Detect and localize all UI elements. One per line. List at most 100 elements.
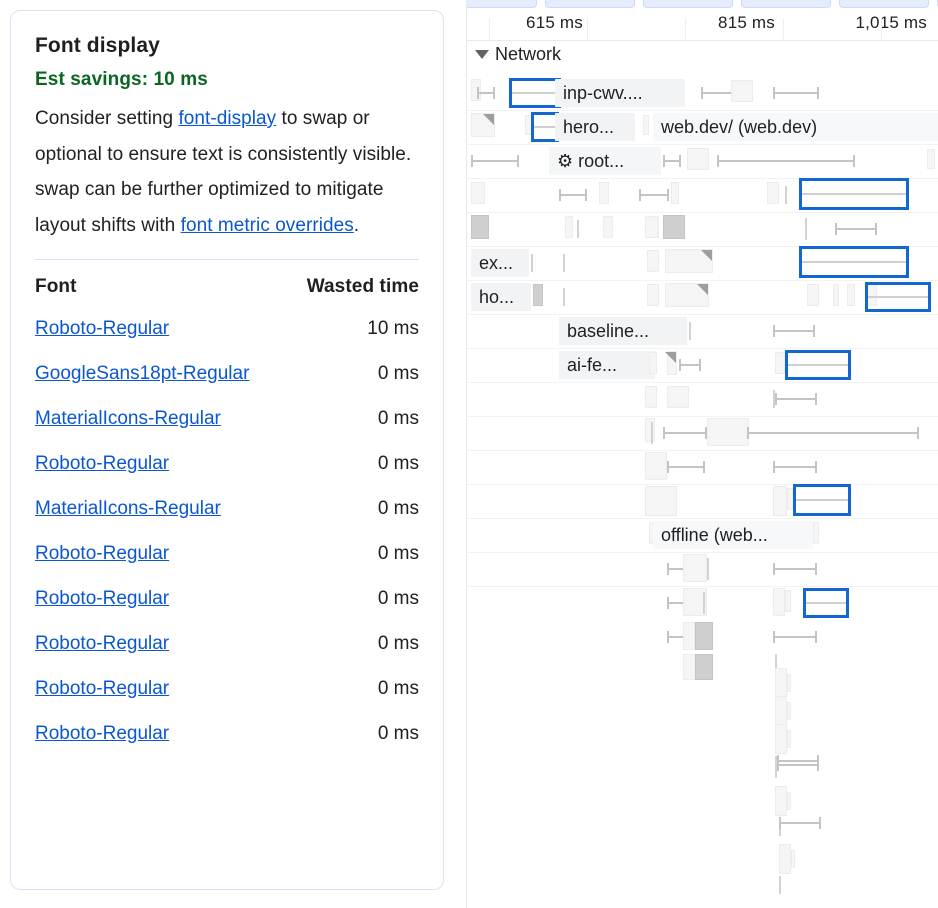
timeline-event-bar[interactable]: [647, 250, 659, 272]
table-row[interactable]: [467, 620, 938, 654]
table-row[interactable]: [467, 416, 938, 451]
timeline-event-bar[interactable]: [847, 284, 855, 306]
timeline-event-bar[interactable]: [667, 386, 689, 408]
table-row[interactable]: [467, 450, 938, 485]
timeline-event-label[interactable]: ho...: [471, 283, 531, 311]
timeline-event-bar[interactable]: [647, 284, 659, 306]
selected-event-highlight[interactable]: [785, 350, 851, 380]
table-row[interactable]: [467, 722, 938, 774]
network-rows-container[interactable]: inp-cwv.... hero... web.dev/ (web.dev) ⚙ ro…: [467, 76, 938, 908]
table-row[interactable]: [467, 790, 938, 836]
timeline-event-bar[interactable]: [663, 215, 685, 239]
timeline-event-bar[interactable]: [787, 702, 791, 720]
filmstrip-thumbnail[interactable]: [741, 0, 831, 8]
table-row[interactable]: ai-fe...: [467, 348, 938, 383]
table-row[interactable]: [467, 552, 938, 587]
timeline-event-bar[interactable]: [649, 352, 657, 374]
timeline-event-bar[interactable]: [695, 654, 713, 680]
timeline-event-bar[interactable]: [645, 452, 667, 480]
timeline-event-bar[interactable]: [775, 352, 785, 374]
timeline-event-bar[interactable]: [731, 80, 753, 102]
timeline-event-bar[interactable]: [787, 730, 791, 748]
timeline-event-bar[interactable]: [603, 216, 613, 238]
timeline-event-bar[interactable]: [645, 486, 677, 516]
timeline-event-bar[interactable]: [643, 115, 649, 135]
filmstrip-thumbnail[interactable]: [545, 0, 635, 8]
timeline-event-bar[interactable]: [471, 215, 489, 239]
selected-event-highlight[interactable]: [799, 246, 909, 278]
timeline-event-label[interactable]: baseline...: [559, 317, 687, 345]
timeline-event-bar[interactable]: [787, 792, 791, 810]
timeline-event-label[interactable]: offline (web...: [653, 521, 813, 549]
selected-event-highlight[interactable]: [509, 78, 561, 108]
timeline-event-bar[interactable]: [683, 554, 707, 582]
table-row[interactable]: [467, 212, 938, 247]
timeline-event-bar[interactable]: [773, 588, 785, 616]
timeline-event-bar[interactable]: [813, 522, 819, 544]
timeline-event-bar[interactable]: [599, 182, 609, 204]
timeline-event-bar[interactable]: [787, 674, 791, 692]
table-row[interactable]: ⚙ root...: [467, 144, 938, 179]
filmstrip-thumbnail[interactable]: [467, 0, 537, 8]
timeline-event-bar[interactable]: [807, 284, 819, 306]
filmstrip-thumbnail[interactable]: [643, 0, 733, 8]
timeline-event-bar[interactable]: [645, 386, 657, 408]
timeline-event-bar[interactable]: [665, 249, 713, 273]
font-name-link[interactable]: Roboto-Regular: [35, 318, 170, 339]
selected-event-highlight[interactable]: [803, 588, 849, 618]
timeline-event-bar[interactable]: [775, 724, 787, 754]
font-name-link[interactable]: Roboto-Regular: [35, 588, 170, 609]
timeline-event-bar[interactable]: [665, 283, 709, 307]
font-name-link[interactable]: Roboto-Regular: [35, 633, 170, 654]
table-row[interactable]: [467, 178, 938, 213]
selected-event-highlight[interactable]: [865, 282, 931, 312]
table-row[interactable]: [467, 824, 938, 874]
table-row[interactable]: inp-cwv....: [467, 76, 938, 111]
network-group-header[interactable]: Network: [475, 44, 561, 65]
timeline-event-label[interactable]: inp-cwv....: [555, 79, 685, 107]
timeline-event-bar[interactable]: [833, 284, 839, 306]
timeline-event-bar[interactable]: [767, 182, 779, 204]
triangle-down-icon[interactable]: [475, 50, 489, 59]
font-name-link[interactable]: Roboto-Regular: [35, 678, 170, 699]
timeline-event-bar[interactable]: [471, 79, 481, 101]
filmstrip-thumbnails[interactable]: [467, 0, 938, 8]
table-row[interactable]: [467, 484, 938, 519]
timeline-event-bar[interactable]: [645, 216, 659, 238]
font-display-link[interactable]: font-display: [178, 108, 277, 129]
font-metric-overrides-link[interactable]: font metric overrides: [180, 214, 354, 236]
timeline-event-bar[interactable]: [645, 418, 655, 442]
font-name-link[interactable]: Roboto-Regular: [35, 453, 170, 474]
timeline-event-bar[interactable]: [779, 844, 791, 874]
table-row[interactable]: offline (web...: [467, 518, 938, 553]
timeline-event-label[interactable]: ex...: [471, 249, 529, 277]
timeline-event-bar[interactable]: [695, 622, 713, 650]
font-name-link[interactable]: Roboto-Regular: [35, 723, 170, 744]
table-row[interactable]: ho...: [467, 280, 938, 315]
filmstrip-thumbnail[interactable]: [839, 0, 929, 8]
timeline-event-bar[interactable]: [775, 786, 787, 816]
table-row[interactable]: [467, 858, 938, 894]
timeline-event-bar[interactable]: [565, 216, 573, 238]
font-name-link[interactable]: Roboto-Regular: [35, 543, 170, 564]
table-row[interactable]: hero... web.dev/ (web.dev): [467, 110, 938, 145]
table-row[interactable]: baseline...: [467, 314, 938, 349]
timeline-event-bar[interactable]: [665, 351, 677, 375]
timeline-event-bar[interactable]: [707, 418, 749, 446]
table-row[interactable]: [467, 654, 938, 700]
timeline-event-bar[interactable]: [785, 590, 791, 612]
table-row[interactable]: [467, 382, 938, 417]
selected-event-highlight[interactable]: [793, 484, 851, 516]
timeline-event-bar[interactable]: [791, 850, 795, 868]
timeline-event-bar[interactable]: [683, 622, 695, 650]
table-row[interactable]: [467, 892, 938, 908]
font-name-link[interactable]: MaterialIcons-Regular: [35, 498, 221, 519]
table-row[interactable]: [467, 756, 938, 816]
selected-event-highlight[interactable]: [799, 178, 909, 210]
network-timeline-panel[interactable]: 615 ms 815 ms 1,015 ms Network inp-cwv....…: [466, 0, 938, 908]
timeline-event-bar[interactable]: [471, 113, 495, 137]
timeline-event-bar[interactable]: [533, 284, 543, 306]
table-row[interactable]: ex...: [467, 246, 938, 281]
timeline-event-bar[interactable]: [787, 488, 793, 510]
timeline-event-bar[interactable]: [927, 149, 935, 169]
